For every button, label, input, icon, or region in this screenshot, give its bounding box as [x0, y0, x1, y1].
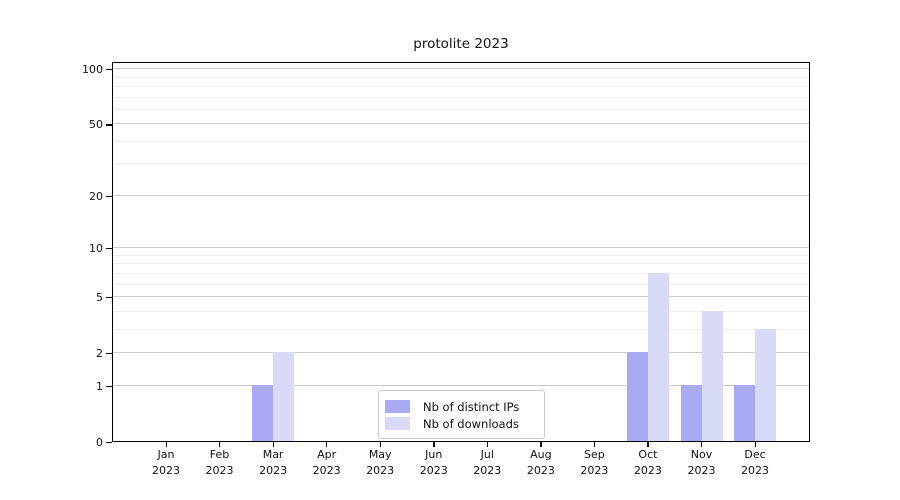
y-tick-mark-0 — [106, 441, 112, 443]
x-tick-mark-apr — [326, 442, 328, 447]
gridline-minor-7 — [113, 272, 809, 274]
legend-swatch-distinct-ips — [385, 400, 410, 413]
x-tick-mark-jun — [433, 442, 435, 447]
y-tick-label-20: 20 — [89, 189, 103, 203]
gridline-minor-3 — [113, 328, 809, 330]
x-tick-mark-oct — [647, 442, 649, 447]
x-tick-label-mar: Mar 2023 — [259, 448, 288, 477]
gridline-minor-80 — [113, 85, 809, 87]
y-tick-mark-5 — [106, 296, 112, 299]
gridline-minor-70 — [113, 96, 809, 98]
y-tick-mark-100 — [106, 69, 112, 71]
bar-distinct-ips-oct — [626, 352, 648, 441]
gridline-minor-60 — [113, 108, 809, 110]
y-tick-label-1: 1 — [96, 379, 103, 393]
gridline-major-5 — [113, 295, 809, 297]
gridline-minor-9 — [113, 254, 809, 256]
x-tick-label-dec: Dec 2023 — [741, 448, 770, 477]
legend: Nb of distinct IPs Nb of downloads — [378, 390, 545, 439]
gridline-minor-90 — [113, 76, 809, 78]
x-tick-label-sep: Sep 2023 — [580, 448, 609, 477]
gridline-major-100 — [113, 68, 809, 70]
y-tick-mark-1 — [106, 385, 112, 387]
y-tick-mark-10 — [106, 248, 112, 250]
x-tick-label-jan: Jan 2023 — [152, 448, 180, 477]
y-tick-label-50: 50 — [89, 118, 103, 132]
x-tick-mark-jan — [165, 442, 167, 447]
gridline-minor-6 — [113, 283, 809, 285]
x-tick-label-nov: Nov 2023 — [687, 448, 716, 477]
y-tick-label-5: 5 — [96, 290, 103, 304]
gridline-major-1 — [113, 384, 809, 386]
gridline-minor-8 — [113, 263, 809, 265]
y-tick-label-100: 100 — [82, 63, 103, 77]
legend-label-distinct-ips: Nb of distinct IPs — [423, 399, 520, 414]
chart-title: protolite 2023 — [413, 36, 509, 52]
gridline-major-10 — [113, 247, 809, 249]
y-tick-mark-2 — [106, 352, 112, 355]
y-tick-label-2: 2 — [96, 346, 103, 360]
x-tick-label-aug: Aug 2023 — [526, 448, 555, 477]
gridline-minor-4 — [113, 310, 809, 312]
gridline-major-2 — [113, 351, 809, 353]
plot-area — [112, 62, 810, 442]
bar-distinct-ips-mar — [252, 385, 274, 441]
x-tick-mark-dec — [754, 442, 756, 447]
legend-label-downloads: Nb of downloads — [423, 416, 519, 431]
legend-item-distinct-ips: Nb of distinct IPs — [385, 398, 536, 415]
x-tick-label-may: May 2023 — [366, 448, 395, 477]
x-tick-label-feb: Feb 2023 — [205, 448, 234, 477]
legend-item-downloads: Nb of downloads — [385, 415, 536, 432]
gridline-major-20 — [113, 194, 809, 196]
y-tick-mark-20 — [106, 195, 112, 198]
y-tick-label-0: 0 — [96, 435, 103, 449]
bar-downloads-dec — [755, 329, 777, 441]
x-tick-mark-may — [379, 442, 381, 447]
x-tick-label-jul: Jul 2023 — [473, 448, 502, 477]
bar-downloads-mar — [273, 352, 295, 441]
y-tick-mark-50 — [106, 124, 112, 126]
x-tick-mark-feb — [219, 442, 221, 447]
bar-downloads-oct — [647, 273, 669, 441]
gridline-major-50 — [113, 123, 809, 125]
bar-downloads-nov — [701, 311, 723, 441]
x-tick-mark-mar — [272, 442, 274, 447]
x-tick-mark-jul — [486, 442, 489, 447]
legend-swatch-downloads — [385, 417, 410, 430]
gridline-minor-40 — [113, 140, 809, 142]
x-tick-mark-aug — [540, 442, 542, 447]
x-tick-mark-nov — [701, 442, 703, 447]
bar-distinct-ips-dec — [734, 385, 756, 441]
y-tick-label-10: 10 — [89, 242, 103, 256]
gridline-minor-30 — [113, 163, 809, 165]
bar-distinct-ips-nov — [680, 385, 702, 441]
x-tick-label-oct: Oct 2023 — [633, 448, 662, 477]
x-tick-label-jun: Jun 2023 — [419, 448, 448, 477]
x-tick-label-apr: Apr 2023 — [312, 448, 341, 477]
x-tick-mark-sep — [593, 442, 596, 447]
